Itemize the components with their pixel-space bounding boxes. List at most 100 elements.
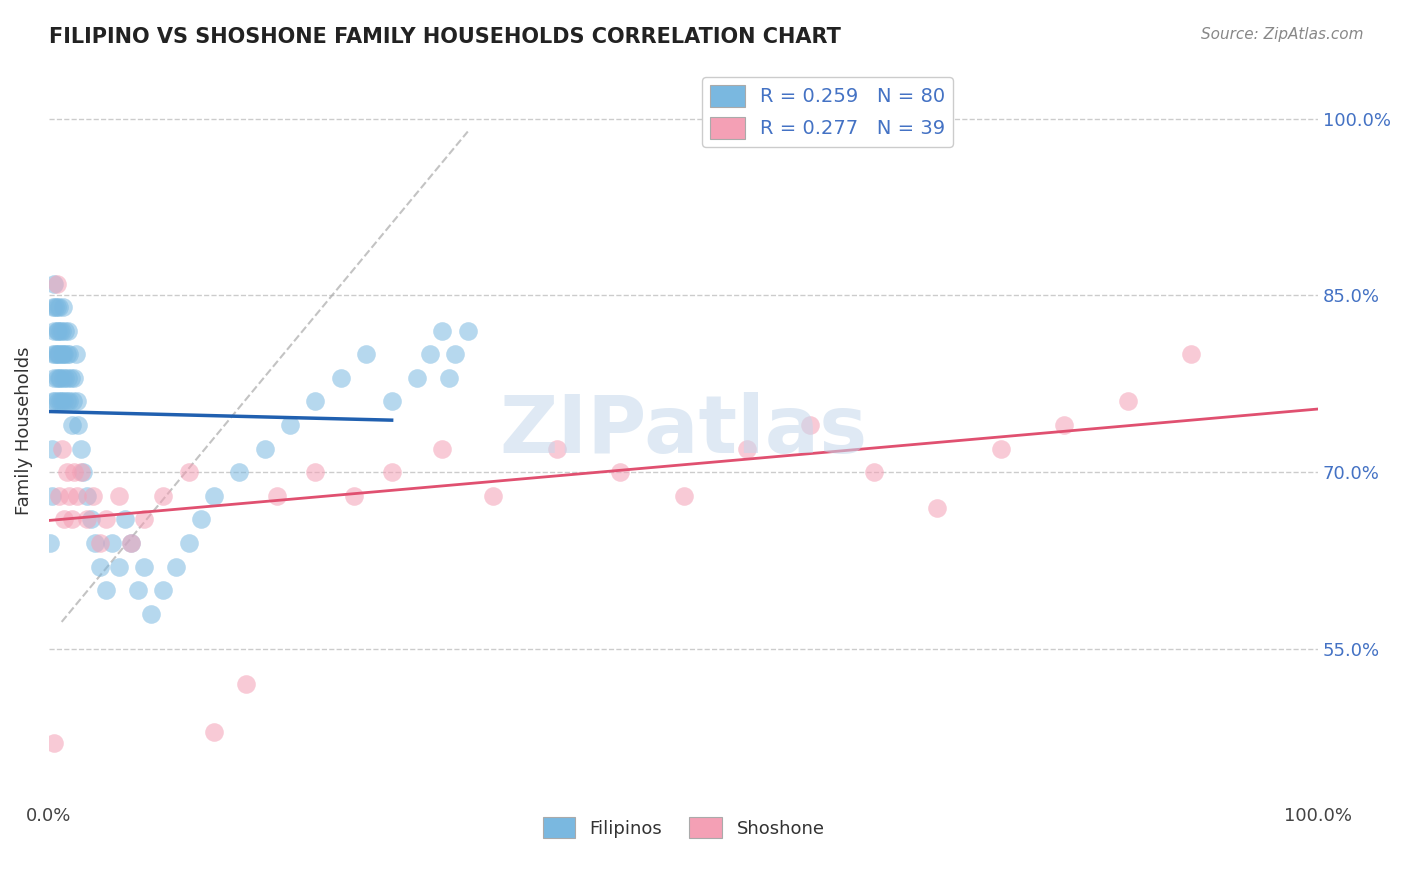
Point (66, 489, 89, 503)
Point (46, 394, 69, 409)
Point (457, 324, 479, 338)
Point (121, 536, 143, 550)
Point (67, 418, 90, 433)
Point (41, 442, 63, 456)
Point (121, 536, 143, 550)
Point (202, 489, 225, 503)
Point (56, 324, 79, 338)
Point (42, 300, 65, 314)
Point (45, 300, 67, 314)
Point (863, 465, 886, 479)
Point (990, 442, 1012, 456)
Point (42, 347, 65, 361)
Point (52, 371, 75, 385)
Point (42, 371, 65, 385)
Point (44, 300, 66, 314)
Point (51, 442, 73, 456)
Point (39, 536, 62, 550)
Point (406, 371, 429, 385)
Point (45, 347, 67, 361)
Point (235, 677, 257, 691)
Point (94, 512, 117, 526)
Point (177, 536, 200, 550)
Point (63, 371, 86, 385)
Point (381, 394, 404, 409)
Point (53, 512, 76, 526)
Point (51, 324, 73, 338)
Point (107, 489, 129, 503)
Point (69, 465, 91, 479)
Point (228, 465, 250, 479)
Point (58, 394, 80, 409)
Point (48, 347, 70, 361)
Point (63, 465, 86, 479)
Point (52, 300, 75, 314)
Point (482, 489, 505, 503)
Point (82, 489, 104, 503)
Point (55, 347, 77, 361)
Point (56, 371, 79, 385)
Point (546, 442, 568, 456)
Point (609, 465, 631, 479)
Point (76, 512, 98, 526)
Point (107, 559, 129, 574)
Point (48, 489, 70, 503)
Point (83, 536, 105, 550)
Point (53, 347, 76, 361)
Point (89, 536, 111, 550)
Point (62, 394, 84, 409)
Point (444, 347, 467, 361)
Point (266, 489, 288, 503)
Point (381, 465, 404, 479)
Point (52, 347, 75, 361)
Point (190, 512, 212, 526)
Point (55, 394, 77, 409)
Point (356, 347, 378, 361)
Point (44, 347, 66, 361)
Point (304, 465, 326, 479)
Point (202, 724, 225, 739)
Point (134, 559, 156, 574)
Point (101, 536, 124, 550)
Point (60, 418, 83, 433)
Point (304, 394, 326, 409)
Point (432, 324, 454, 338)
Point (1116, 394, 1139, 409)
Point (55, 324, 77, 338)
Point (60, 512, 83, 526)
Point (44, 394, 66, 409)
Text: Source: ZipAtlas.com: Source: ZipAtlas.com (1201, 27, 1364, 42)
Point (42, 394, 65, 409)
Point (48, 300, 70, 314)
Point (48, 371, 70, 385)
Point (80, 512, 103, 526)
Point (672, 489, 695, 503)
Point (253, 442, 276, 456)
Point (65, 347, 87, 361)
Point (42, 736, 65, 750)
Point (127, 583, 149, 598)
Point (55, 465, 77, 479)
Point (76, 489, 98, 503)
Text: FILIPINO VS SHOSHONE FAMILY HOUSEHOLDS CORRELATION CHART: FILIPINO VS SHOSHONE FAMILY HOUSEHOLDS C… (49, 27, 841, 46)
Point (278, 418, 301, 433)
Point (134, 512, 156, 526)
Y-axis label: Family Households: Family Households (15, 347, 32, 516)
Point (49, 371, 72, 385)
Point (735, 442, 758, 456)
Point (342, 489, 364, 503)
Point (58, 347, 80, 361)
Point (139, 607, 162, 621)
Point (799, 418, 821, 433)
Point (45, 277, 67, 291)
Point (59, 371, 82, 385)
Point (432, 442, 454, 456)
Point (152, 489, 174, 503)
Point (42, 324, 65, 338)
Point (49, 324, 72, 338)
Point (46, 347, 69, 361)
Point (51, 347, 73, 361)
Point (72, 465, 94, 479)
Point (177, 465, 200, 479)
Point (69, 442, 91, 456)
